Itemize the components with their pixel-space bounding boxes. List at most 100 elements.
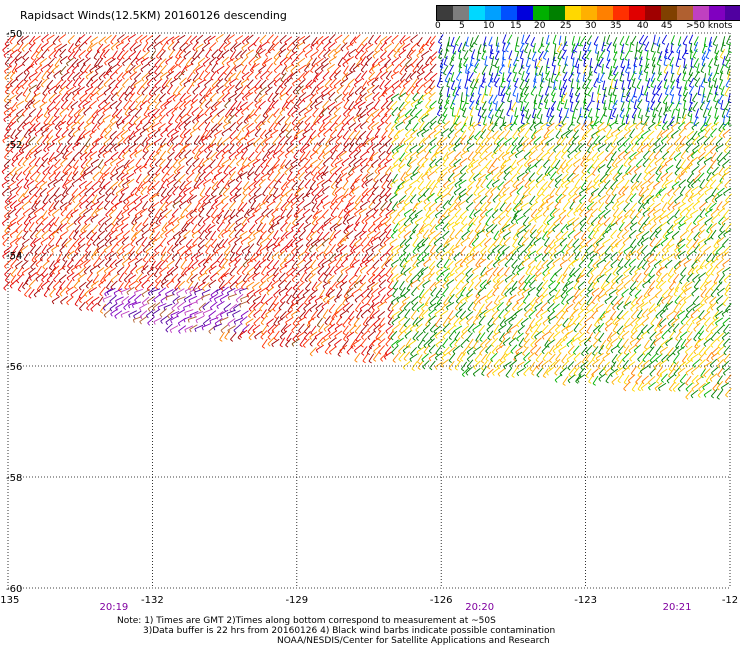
wind-barb <box>70 264 80 274</box>
wind-barb <box>71 272 80 282</box>
wind-barb <box>90 302 98 312</box>
wind-barb <box>379 135 387 146</box>
wind-barb <box>35 43 42 54</box>
wind-barb <box>361 36 369 47</box>
wind-barb <box>374 35 381 45</box>
wind-barb <box>327 101 336 111</box>
wind-barb <box>496 171 504 181</box>
wind-barb <box>531 51 537 62</box>
wind-barb <box>334 159 343 168</box>
wind-barb <box>134 72 142 82</box>
wind-barb <box>484 144 493 154</box>
wind-barb <box>267 92 274 103</box>
wind-barb <box>172 158 179 169</box>
wind-barb <box>34 156 41 167</box>
wind-barb <box>134 258 143 267</box>
wind-barb <box>696 63 700 74</box>
wind-barb <box>3 106 12 116</box>
wind-barb <box>60 144 67 155</box>
wind-barb <box>469 78 475 89</box>
wind-barb <box>114 310 123 319</box>
wind-barb <box>525 57 530 68</box>
wind-barb <box>309 251 317 262</box>
wind-barb <box>397 309 405 319</box>
wind-barb <box>544 99 549 110</box>
wind-barb <box>89 64 98 74</box>
wind-barb <box>567 229 576 239</box>
wind-barb <box>427 209 436 219</box>
colorbar-swatch-3 <box>485 6 501 20</box>
wind-barb <box>516 172 525 181</box>
wind-barb <box>65 185 73 196</box>
wind-barb <box>328 266 335 276</box>
wind-barb <box>197 238 205 249</box>
wind-barb <box>116 158 125 168</box>
wind-barb <box>484 55 489 66</box>
wind-barb <box>354 293 363 303</box>
wind-barb <box>296 50 304 60</box>
wind-barb <box>8 221 17 231</box>
wind-barb <box>643 266 650 276</box>
wind-barb <box>416 258 425 268</box>
wind-barb <box>41 157 49 168</box>
wind-barb <box>353 34 361 44</box>
wind-barb <box>479 346 487 356</box>
wind-barb <box>278 173 285 184</box>
wind-barb <box>258 93 267 103</box>
wind-barb <box>60 216 68 226</box>
wind-barb <box>92 236 100 246</box>
wind-barb <box>35 228 42 239</box>
wind-barb <box>698 165 706 175</box>
wind-barb <box>157 123 166 132</box>
wind-barb <box>572 108 577 119</box>
wind-barb <box>646 50 650 61</box>
wind-barb <box>412 237 419 248</box>
wind-barb <box>67 72 74 82</box>
wind-barb <box>133 43 142 53</box>
wind-barb <box>13 201 22 211</box>
wind-barb <box>53 200 60 210</box>
wind-barb <box>143 158 150 169</box>
wind-barb <box>64 179 73 188</box>
wind-barb <box>502 223 511 233</box>
wind-barb <box>234 287 243 295</box>
wind-barb <box>58 85 67 95</box>
wind-barb <box>21 79 29 90</box>
wind-barb <box>246 101 254 111</box>
wind-barb <box>644 41 650 52</box>
wind-barb <box>60 194 68 204</box>
wind-barb <box>345 294 354 303</box>
wind-barb <box>41 93 48 104</box>
wind-barb <box>113 288 123 296</box>
wind-barb <box>484 237 492 247</box>
wind-barb <box>604 287 613 296</box>
wind-barb <box>235 35 244 44</box>
wind-barb <box>368 339 376 350</box>
wind-barb <box>654 149 661 160</box>
wind-barb <box>205 48 212 59</box>
wind-barb <box>442 323 450 333</box>
wind-barb <box>554 173 563 183</box>
wind-barb <box>308 243 317 253</box>
wind-barb <box>89 144 98 154</box>
wind-barb <box>97 114 104 125</box>
wind-barb <box>10 114 18 125</box>
wind-barb <box>697 229 705 239</box>
wind-barb <box>209 251 217 261</box>
wind-barb <box>699 100 705 111</box>
wind-barb <box>488 65 493 76</box>
wind-barb <box>116 266 125 276</box>
wind-barb <box>541 344 549 355</box>
wind-barb <box>26 63 35 73</box>
wind-barb <box>128 250 135 261</box>
wind-barb <box>572 165 580 175</box>
wind-barb <box>436 266 444 276</box>
wind-barb <box>122 42 130 52</box>
wind-barb <box>185 202 192 213</box>
wind-barb <box>561 49 567 60</box>
wind-barb <box>178 200 187 209</box>
wind-barb <box>574 178 581 189</box>
wind-barb <box>24 287 31 298</box>
wind-barb <box>9 70 16 81</box>
wind-barb <box>39 252 47 262</box>
